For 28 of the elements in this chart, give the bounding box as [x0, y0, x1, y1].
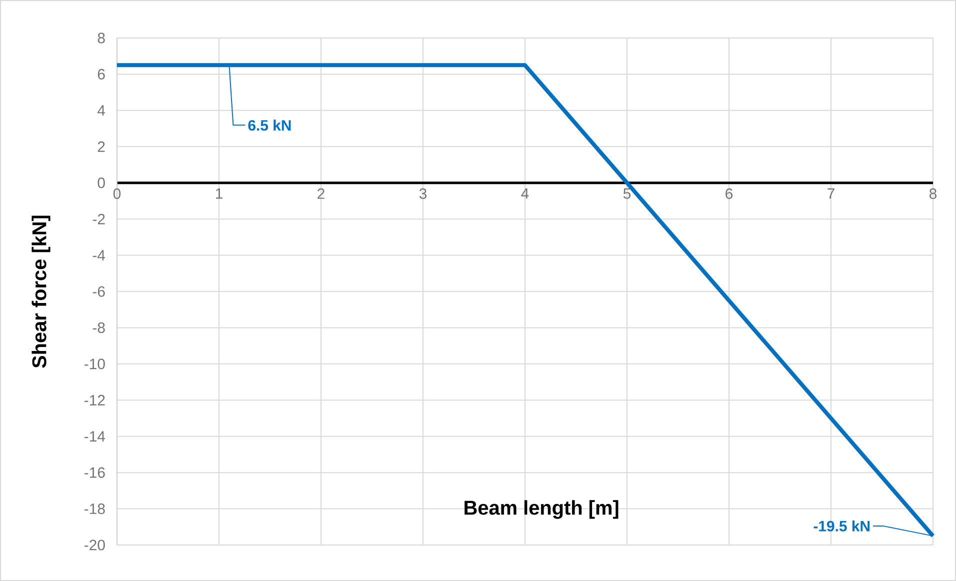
x-tick-label: 5	[623, 188, 631, 199]
y-tick-label: -2	[92, 214, 105, 224]
x-axis-title: Beam length [m]	[464, 500, 618, 519]
y-tick-label: 2	[98, 141, 105, 152]
y-tick-label: -12	[84, 394, 105, 406]
x-tick-label: 6	[726, 188, 733, 199]
y-tick-label: -8	[92, 322, 105, 333]
x-tick-label: 0	[113, 188, 121, 199]
x-tick-label: 1	[216, 188, 222, 199]
y-tick-label: 8	[98, 32, 105, 44]
x-tick-label: 3	[419, 188, 427, 199]
y-tick-label: -14	[84, 431, 106, 442]
x-tick-label: 2	[318, 188, 324, 199]
y-tick-label: 4	[98, 105, 106, 116]
x-tick-label: 4	[521, 188, 529, 199]
y-tick-label: -20	[84, 540, 105, 550]
y-tick-label: -16	[84, 467, 105, 478]
x-tick-label: 7	[828, 188, 834, 199]
y-tick-label: 0	[98, 178, 105, 188]
x-tick-label: 8	[930, 188, 937, 199]
annotation: -19.5 kN	[814, 520, 870, 532]
annotation: 6.5 kN	[248, 120, 291, 131]
y-tick-label: 6	[98, 68, 105, 80]
y-tick-label: -10	[84, 358, 105, 370]
y-tick-label: -18	[84, 503, 105, 514]
y-tick-label: -4	[92, 250, 106, 260]
y-axis-title: Shear force [kN]	[32, 216, 50, 368]
y-tick-label: -6	[92, 286, 105, 297]
